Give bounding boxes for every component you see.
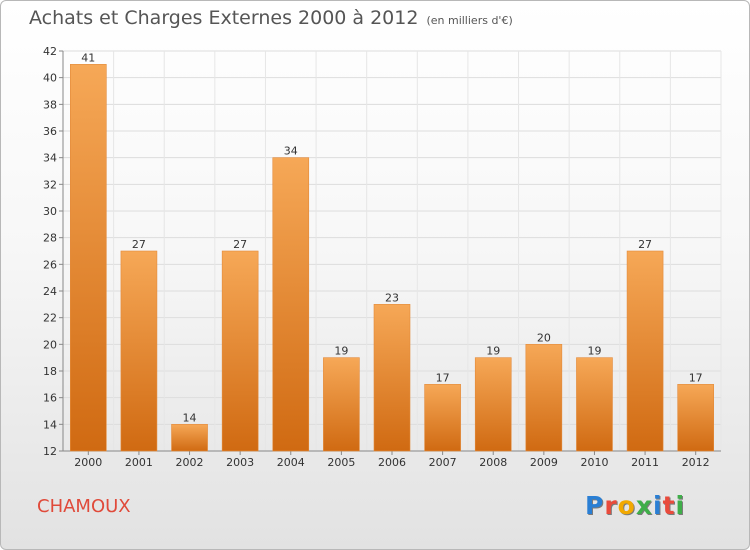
logo-letter: t: [662, 491, 676, 520]
y-tick-label: 36: [43, 125, 57, 138]
bar-value-label: 19: [486, 345, 500, 358]
bar-value-label: 41: [81, 51, 95, 64]
x-tick-label: 2007: [429, 456, 457, 469]
logo-letter: r: [604, 491, 618, 520]
x-tick-label: 2004: [277, 456, 305, 469]
bar-value-label: 27: [233, 238, 247, 251]
chart-subtitle: (en milliers d'€): [426, 14, 513, 27]
y-tick-label: 18: [43, 365, 57, 378]
bar: [626, 250, 664, 452]
bar-value-label: 27: [132, 238, 146, 251]
y-tick-label: 42: [43, 45, 57, 58]
bar: [474, 357, 512, 452]
y-tick-label: 30: [43, 205, 57, 218]
y-tick-label: 40: [43, 72, 57, 85]
y-tick-label: 16: [43, 392, 57, 405]
y-tick-label: 34: [43, 152, 57, 165]
y-tick-label: 28: [43, 232, 57, 245]
bar: [677, 384, 714, 452]
y-tick-label: 14: [43, 418, 57, 431]
logo-letter: i: [675, 491, 686, 520]
bar: [171, 424, 208, 452]
chart-title: Achats et Charges Externes 2000 à 2012 (e…: [29, 7, 513, 29]
x-tick-label: 2012: [682, 456, 710, 469]
logo-letter: P: [585, 491, 605, 520]
bar: [424, 384, 461, 452]
bar: [323, 357, 360, 452]
bar: [373, 304, 411, 452]
bar-value-label: 23: [385, 291, 399, 304]
bar-value-label: 20: [537, 331, 551, 344]
bar-value-label: 14: [183, 411, 197, 424]
x-tick-label: 2008: [479, 456, 507, 469]
y-tick-label: 12: [43, 445, 57, 458]
y-tick-label: 24: [43, 285, 57, 298]
bar-value-label: 19: [587, 345, 601, 358]
x-tick-label: 2006: [378, 456, 406, 469]
bar: [272, 157, 310, 452]
bar: [120, 250, 158, 452]
x-tick-label: 2001: [125, 456, 153, 469]
bar: [221, 250, 259, 452]
x-tick-label: 2000: [74, 456, 102, 469]
bar-value-label: 27: [638, 238, 652, 251]
x-tick-label: 2003: [226, 456, 254, 469]
bar-value-label: 17: [689, 371, 703, 384]
y-tick-label: 20: [43, 338, 57, 351]
bars: [70, 64, 714, 452]
y-tick-label: 22: [43, 312, 57, 325]
labels: 12 14 16 18 20 22 24 26 28 30 32 34 36 38 40 42 41 2000 27…: [43, 45, 710, 469]
logo-letter: i: [653, 491, 663, 520]
logo-letter: x: [635, 491, 653, 520]
bar-value-label: 17: [436, 371, 450, 384]
x-tick-label: 2009: [530, 456, 558, 469]
logo-letter: o: [617, 491, 636, 520]
bar: [525, 344, 563, 452]
y-tick-label: 38: [43, 98, 57, 111]
bar-value-label: 19: [334, 345, 348, 358]
x-tick-label: 2002: [176, 456, 204, 469]
bar: [70, 64, 107, 452]
y-tick-label: 32: [43, 178, 57, 191]
x-tick-label: 2005: [327, 456, 355, 469]
proxiti-logo: Proxiti: [585, 491, 685, 520]
y-tick-label: 26: [43, 258, 57, 271]
chart-title-text: Achats et Charges Externes 2000 à 2012: [29, 7, 419, 29]
x-tick-label: 2011: [631, 456, 659, 469]
location-name: CHAMOUX: [37, 496, 131, 517]
bar-value-label: 34: [284, 145, 298, 158]
x-tick-label: 2010: [580, 456, 608, 469]
bar: [576, 357, 613, 452]
